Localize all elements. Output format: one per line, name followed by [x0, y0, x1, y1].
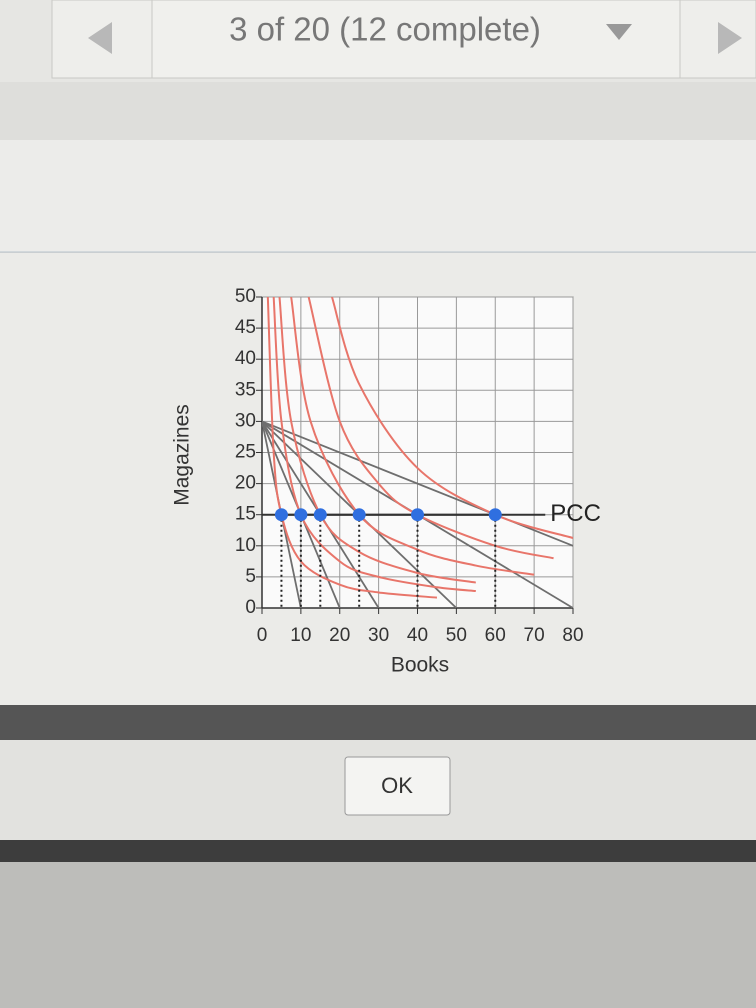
y-tick-label: 40 — [235, 348, 256, 369]
x-tick-label: 20 — [329, 625, 350, 646]
indifference-curve — [266, 297, 438, 599]
prev-arrow — [88, 22, 112, 54]
dark-band — [0, 840, 756, 862]
nav-status: 3 of 20 (12 complete) — [229, 11, 541, 48]
x-tick-label: 30 — [368, 625, 389, 646]
x-tick-label: 40 — [407, 625, 428, 646]
indifference-curve — [278, 297, 476, 584]
pcc-label: PCC — [550, 500, 601, 527]
x-tick-label: 0 — [257, 625, 268, 646]
y-tick-label: 0 — [245, 597, 256, 618]
indifference-curve — [290, 297, 535, 576]
pcc-point — [313, 508, 327, 522]
ok-button[interactable] — [344, 756, 451, 816]
x-tick-label: 50 — [446, 625, 467, 646]
indifference-curve — [331, 297, 573, 539]
y-tick-label: 30 — [235, 410, 256, 431]
screen-bezel — [0, 862, 756, 1008]
y-tick-label: 15 — [235, 504, 256, 525]
spacer — [0, 82, 756, 140]
ok-label: OK — [381, 773, 413, 798]
indifference-curve — [272, 297, 476, 593]
y-tick-label: 25 — [235, 442, 256, 463]
x-tick-label: 10 — [290, 625, 311, 646]
x-tick-label: 80 — [562, 625, 583, 646]
pcc-point — [411, 508, 424, 522]
question-selector[interactable] — [151, 0, 681, 79]
pcc-point — [274, 508, 288, 522]
y-axis-label: Magazines — [171, 404, 194, 506]
dropdown-arrow — [606, 24, 632, 40]
x-tick-label: 60 — [485, 625, 506, 646]
pcc-point — [488, 508, 502, 522]
pcc-point — [294, 508, 308, 522]
next-arrow — [718, 22, 742, 54]
y-tick-label: 50 — [235, 286, 256, 307]
x-axis-label: Books — [391, 654, 449, 677]
y-tick-label: 45 — [235, 317, 256, 338]
header-panel — [0, 140, 756, 252]
x-tick-label: 70 — [524, 625, 545, 646]
pcc-point — [352, 508, 366, 522]
y-tick-label: 10 — [235, 535, 256, 556]
y-tick-label: 5 — [245, 566, 256, 587]
y-tick-label: 35 — [235, 379, 256, 400]
y-tick-label: 20 — [235, 473, 256, 494]
dark-band — [0, 705, 756, 740]
